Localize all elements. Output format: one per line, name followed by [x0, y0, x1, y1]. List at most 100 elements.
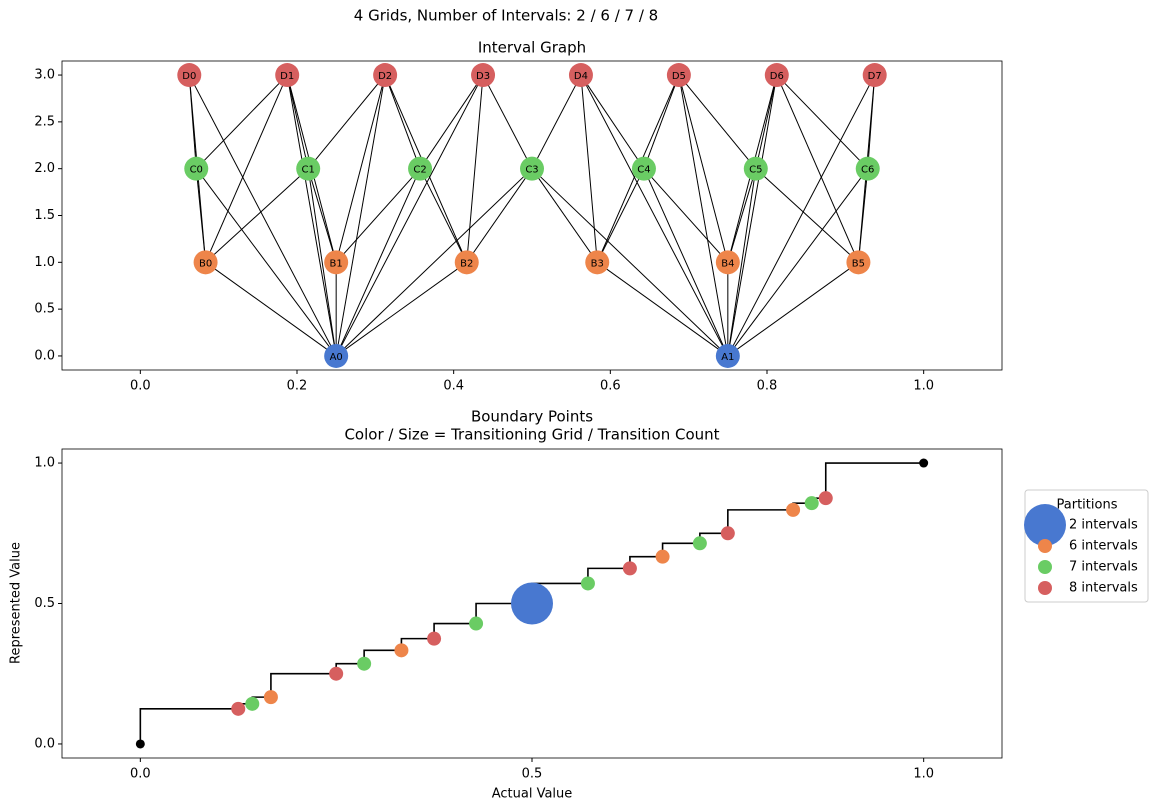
edge [335, 74, 484, 357]
node-label: A1 [721, 352, 734, 363]
node [296, 156, 321, 181]
boundary-point [622, 561, 637, 576]
edge [286, 74, 337, 357]
boundary-point [720, 526, 735, 541]
legend-marker [1038, 581, 1052, 595]
node-label: D7 [868, 71, 882, 82]
node [855, 156, 880, 181]
endpoint [919, 458, 929, 468]
edge [205, 74, 288, 263]
x-tick-label: 0.0 [130, 767, 151, 782]
edge [580, 75, 598, 263]
legend-label: 8 intervals [1069, 581, 1138, 596]
node-label: C1 [302, 165, 315, 176]
edge [727, 168, 757, 263]
edge [727, 74, 876, 357]
node-label: D6 [770, 71, 784, 82]
edge [580, 74, 729, 357]
node-label: B2 [460, 258, 473, 269]
endpoint [135, 739, 145, 749]
edge [678, 74, 757, 169]
x-axis-label: Actual Value [492, 787, 573, 802]
node [862, 63, 887, 88]
edge [531, 168, 598, 263]
node [743, 156, 768, 181]
x-tick-label: 0.8 [757, 379, 778, 394]
boundary-point [245, 696, 260, 711]
legend-label: 7 intervals [1069, 560, 1138, 575]
edge [727, 261, 859, 357]
node [568, 63, 593, 88]
boundary-point [427, 631, 442, 646]
y-tick-label: 0.5 [34, 596, 55, 611]
y-tick-label: 1.0 [34, 255, 55, 270]
boundary-point [511, 582, 553, 625]
node-label: C6 [861, 165, 874, 176]
edge [335, 261, 468, 357]
node-label: B4 [721, 258, 734, 269]
node-label: B5 [852, 258, 865, 269]
edge [776, 74, 869, 170]
node [471, 63, 496, 88]
y-tick-label: 0.0 [34, 736, 55, 751]
node [666, 63, 691, 88]
node-label: D4 [574, 71, 588, 82]
y-tick-label: 1.5 [34, 208, 55, 223]
node-label: C5 [749, 165, 762, 176]
y-tick-label: 1.0 [34, 456, 55, 471]
edge [307, 168, 337, 357]
edge [419, 168, 468, 263]
edge [335, 74, 386, 263]
chart-title: Boundary Points [471, 408, 593, 426]
x-tick-label: 1.0 [913, 767, 934, 782]
edge [482, 74, 533, 169]
legend-marker [1038, 539, 1052, 553]
boundary-point [580, 576, 595, 591]
node [715, 250, 740, 275]
edge [384, 74, 421, 169]
node-label: C3 [525, 165, 538, 176]
node [408, 156, 433, 181]
edge [531, 168, 729, 357]
boundary-point [231, 701, 246, 716]
y-tick-label: 3.0 [34, 68, 55, 83]
node [275, 63, 300, 88]
node [324, 250, 349, 275]
edge [727, 168, 757, 357]
boundary-point [692, 536, 707, 551]
node-label: B3 [591, 258, 604, 269]
edge [466, 168, 533, 263]
edge [596, 168, 645, 263]
edge [727, 74, 778, 357]
node [373, 63, 398, 88]
edge [188, 74, 337, 357]
edge [643, 168, 729, 263]
node [520, 156, 544, 181]
edge [643, 74, 680, 169]
boundary-point [357, 656, 372, 671]
edge [867, 75, 876, 169]
edge [195, 74, 288, 170]
boundary-point [394, 643, 409, 658]
edge [596, 261, 729, 357]
node [193, 250, 218, 275]
node-label: D1 [280, 71, 294, 82]
edge [776, 74, 859, 263]
edge [335, 168, 421, 357]
boundary-point [655, 549, 670, 564]
node [846, 250, 871, 275]
edge [335, 74, 386, 357]
node-label: C4 [637, 165, 650, 176]
node [764, 63, 789, 88]
edge [643, 168, 729, 357]
edge [580, 74, 645, 169]
node-label: D3 [476, 71, 490, 82]
chart-title: Interval Graph [478, 39, 586, 57]
x-tick-label: 0.0 [130, 379, 151, 394]
legend-title: Partitions [1057, 498, 1118, 513]
node-label: A0 [330, 352, 343, 363]
node-label: C2 [413, 165, 426, 176]
node [715, 343, 740, 368]
edge [188, 75, 197, 169]
edge [335, 168, 421, 263]
